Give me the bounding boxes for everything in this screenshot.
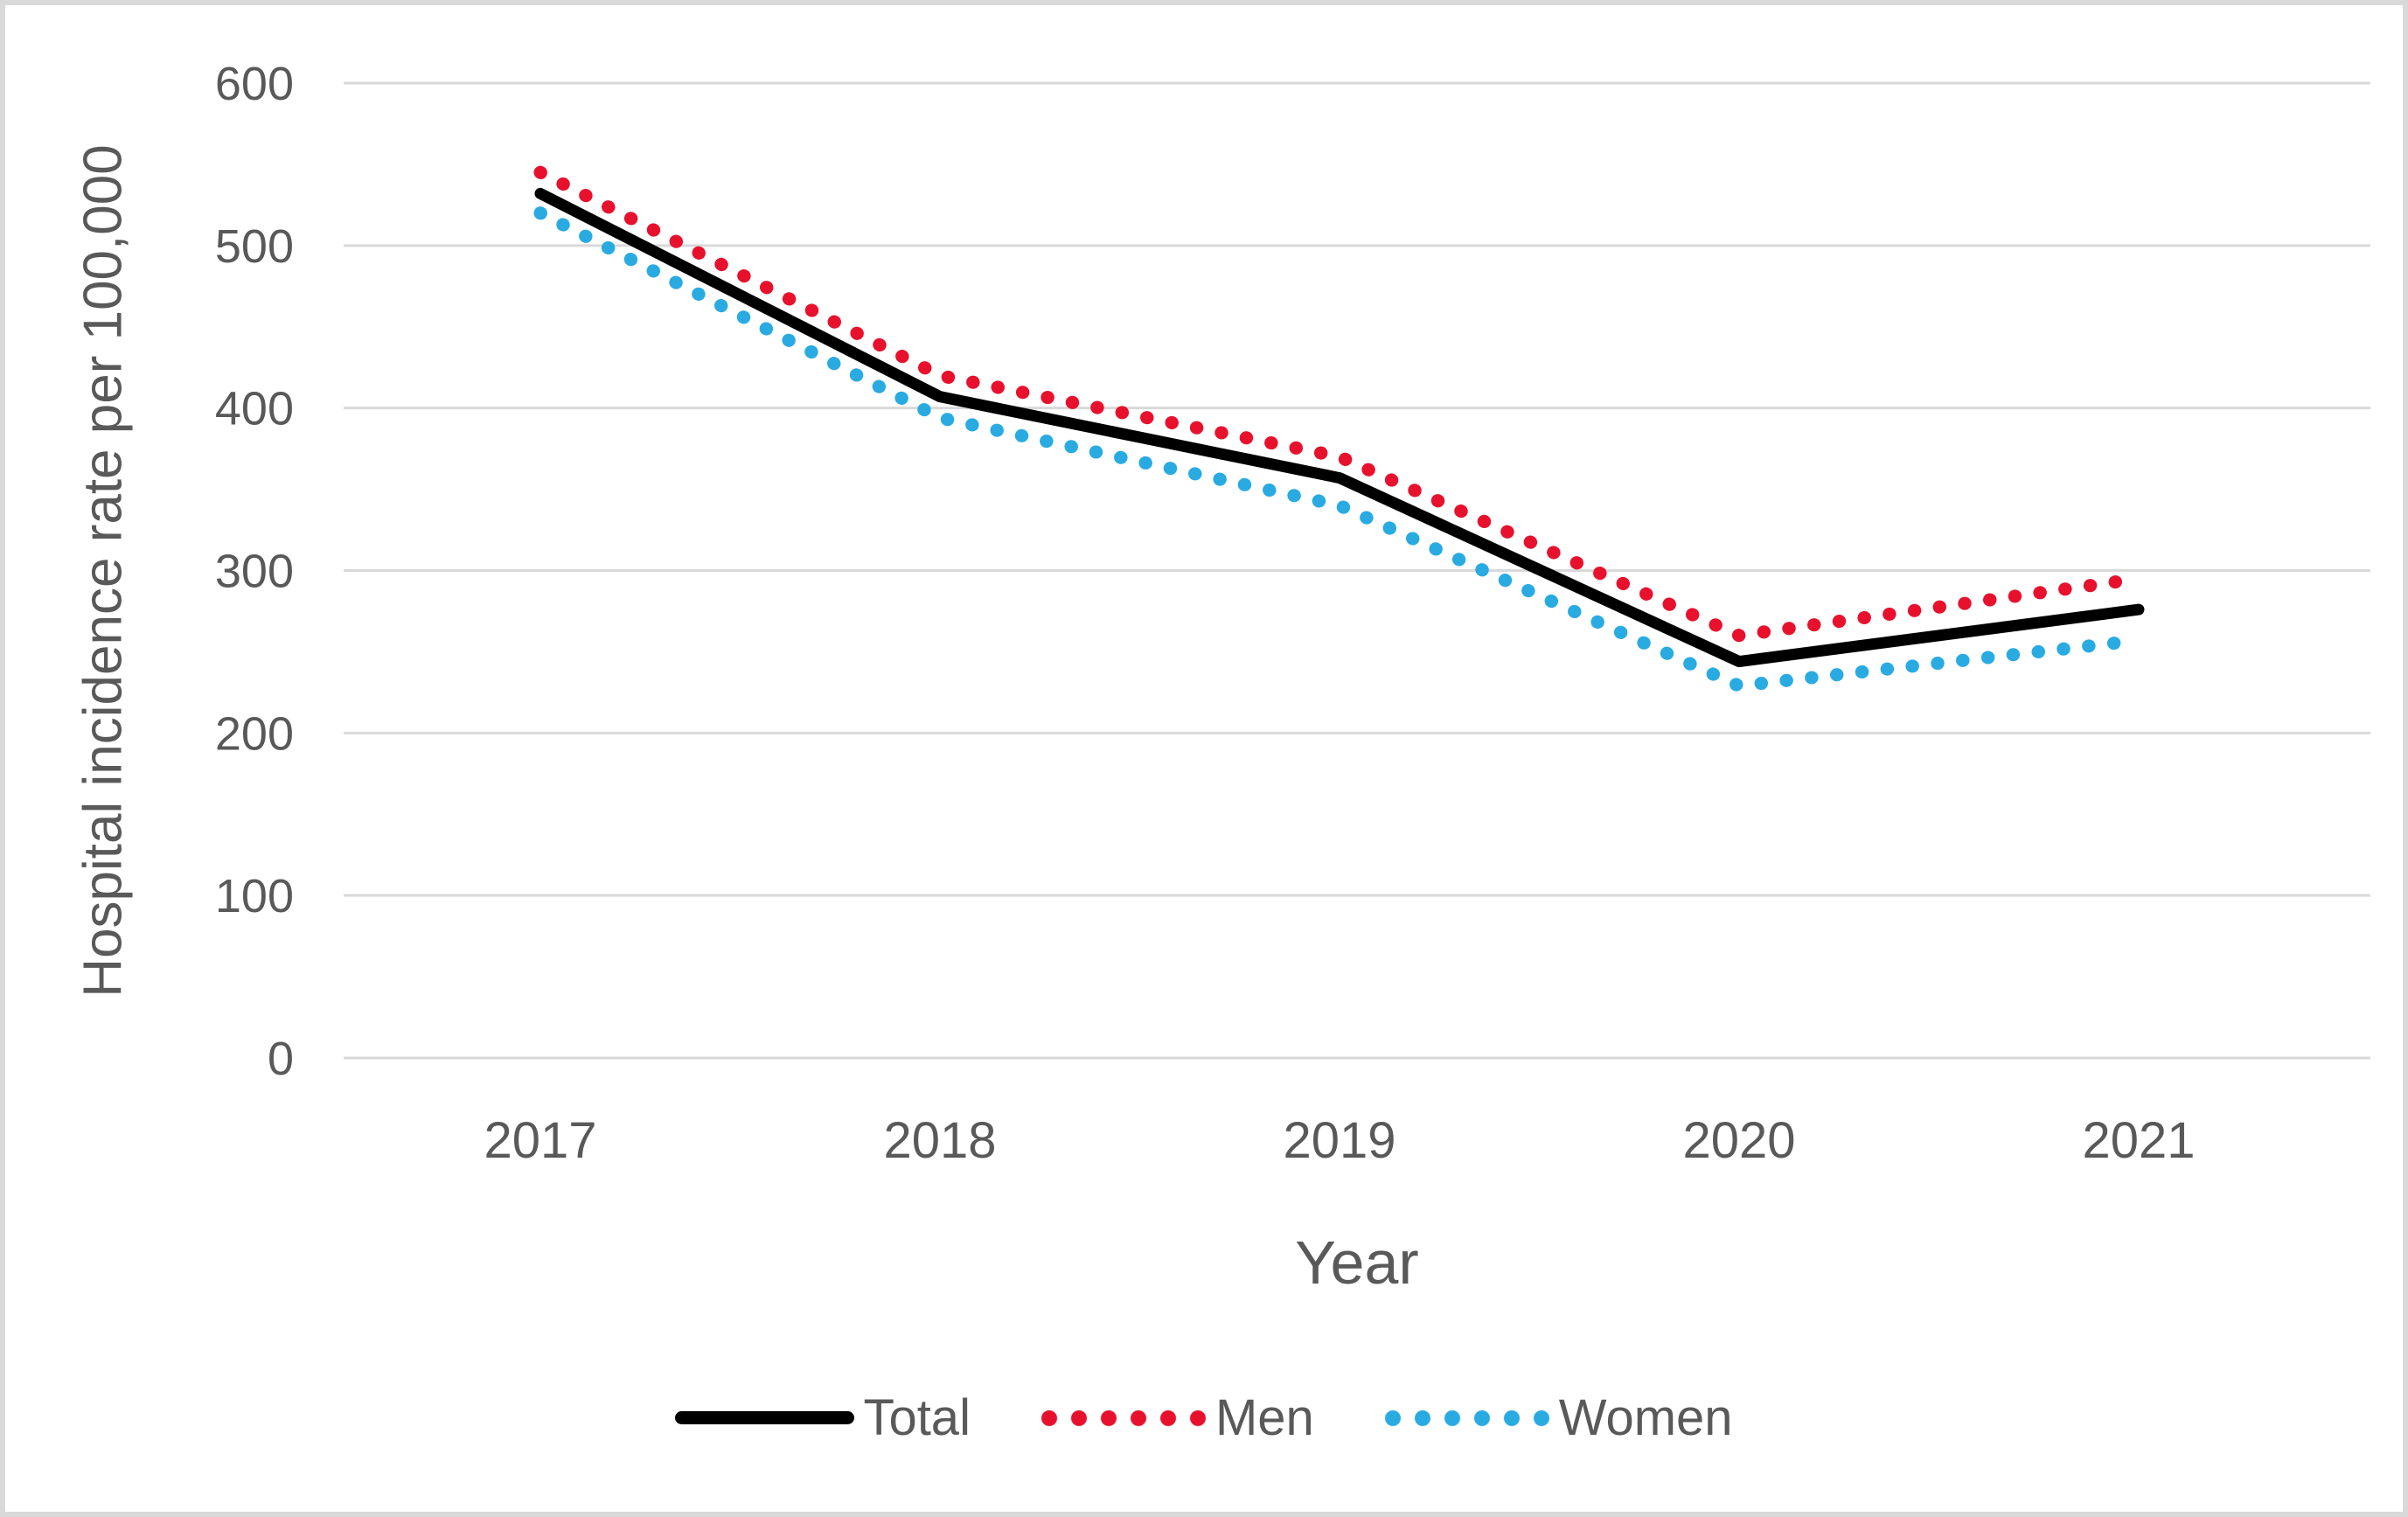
legend-item-total: Total [675, 1388, 971, 1447]
x-tick-label: 2017 [484, 1112, 596, 1169]
legend-swatch-women-dots [1381, 1407, 1550, 1429]
y-tick-label: 400 [215, 383, 294, 435]
y-axis-title: Hospital incidence rate per 100,000 [73, 144, 134, 998]
legend-swatch-men-dots [1038, 1407, 1207, 1429]
chart-canvas: 600 500 400 300 200 100 0 2017 2018 2019 2020 2021 [215, 58, 2370, 1169]
y-tick-label: 600 [215, 58, 294, 110]
y-tick-label: 100 [215, 870, 294, 922]
legend-item-women: Women [1381, 1388, 1733, 1447]
x-axis-title: Year [1295, 1228, 1419, 1297]
x-tick-label: 2018 [883, 1112, 996, 1169]
x-tick-label: 2020 [1682, 1112, 1795, 1169]
legend-label-total: Total [863, 1389, 971, 1446]
x-tick-label: 2021 [2082, 1112, 2195, 1169]
y-tick-label: 0 [268, 1033, 294, 1085]
series-total-line [534, 187, 2145, 668]
chart-legend: Total Men Women [5, 1388, 2403, 1447]
y-tick-label: 300 [215, 546, 294, 598]
y-tick-label: 200 [215, 707, 294, 760]
x-tick-label: 2019 [1283, 1112, 1395, 1169]
legend-swatch-total-line [675, 1411, 855, 1424]
legend-label-men: Men [1214, 1389, 1314, 1446]
y-tick-label: 500 [215, 220, 294, 273]
legend-label-women: Women [1558, 1389, 1733, 1446]
legend-item-men: Men [1038, 1388, 1314, 1447]
series-men-line [533, 165, 2146, 643]
series-women-line [533, 206, 2146, 692]
